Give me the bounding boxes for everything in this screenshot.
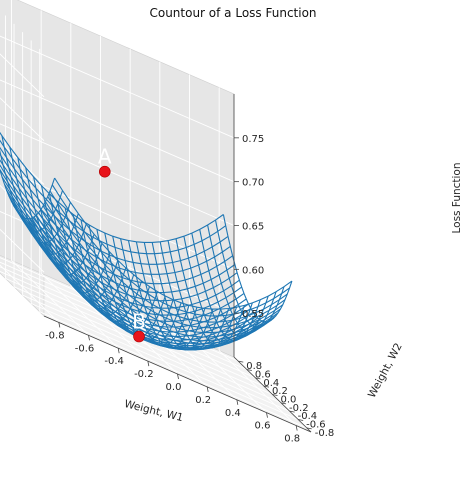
x-tick-mark [266, 412, 268, 418]
x-tick-mark [88, 335, 90, 341]
surface-line-w1 [214, 219, 285, 328]
floor-grid-line [13, 286, 282, 404]
y-axis-label: Weight, W2 [366, 341, 405, 400]
x-tick-mark [206, 386, 209, 392]
wall-grid-line [0, 35, 235, 139]
x-axis-label: Weight, W1 [123, 398, 184, 424]
z-tick-label: 0.55 [242, 309, 264, 320]
z-tick-label: 0.75 [242, 134, 264, 145]
y-tick-label: 0.8 [246, 361, 262, 372]
x-tick-label: 0.0 [166, 382, 182, 393]
y-tick-mark [263, 385, 270, 388]
surface-line-w2 [0, 139, 227, 255]
x-tick-label: 0.6 [255, 421, 271, 432]
x-tick-mark [147, 361, 150, 367]
z-tick-label: 0.70 [242, 178, 264, 189]
point-a-label: A [98, 145, 112, 169]
floor-grid-line [0, 271, 265, 387]
x-tick-label: 0.4 [225, 408, 241, 419]
x-tick-label: 0.2 [195, 395, 211, 406]
z-tick-label: 0.65 [242, 222, 264, 233]
floor-grid-line [0, 257, 239, 362]
y-tick-mark [238, 360, 244, 363]
x-tick-label: -0.2 [134, 369, 154, 380]
point-b-label: B [132, 310, 146, 334]
z-tick-label: 0.60 [242, 265, 264, 276]
x-tick-label: -0.6 [75, 343, 95, 354]
x-tick-label: 0.8 [284, 434, 300, 445]
x-tick-mark [177, 373, 179, 380]
y-tick-label: 0.4 [263, 378, 279, 389]
x-tick-mark [58, 322, 61, 328]
surface-line-w2 [0, 164, 236, 294]
floor-grid-line [39, 311, 307, 429]
x-tick-mark [295, 425, 298, 431]
y-tick-mark [280, 402, 287, 405]
x-tick-label: -0.4 [104, 356, 124, 367]
z-axis-label: Loss Function [451, 162, 463, 233]
surface-line-w1 [222, 214, 293, 323]
x-tick-mark [236, 399, 239, 405]
axes-ticks: -0.8-0.6-0.4-0.20.00.20.40.60.8-0.8-0.6-… [43, 94, 335, 445]
y-tick-label: -0.8 [315, 428, 335, 439]
y-tick-mark [306, 427, 312, 430]
y-tick-label: -0.6 [306, 420, 326, 431]
y-tick-mark [298, 419, 304, 421]
surface-wireframe [0, 131, 293, 351]
y-tick-mark [289, 410, 295, 413]
surface-line-w2 [0, 159, 233, 285]
axes-grid [0, 0, 307, 428]
surface-line-w1 [207, 224, 277, 333]
wall-grid-line [0, 211, 235, 314]
wall-grid-line [0, 79, 235, 183]
surface-line-w2 [0, 146, 229, 265]
floor-grid-line [22, 294, 290, 412]
y-tick-label: 0.6 [255, 370, 271, 381]
surface-line-w1 [191, 232, 261, 342]
y-tick-label: 0.0 [281, 395, 297, 406]
surface-points: AB [98, 145, 146, 343]
y-tick-mark [255, 377, 261, 380]
point-a-marker [98, 165, 111, 178]
x-tick-label: -0.8 [45, 330, 65, 341]
point-b-marker [133, 330, 145, 343]
floor-grid-line [0, 261, 248, 370]
y-tick-label: -0.2 [289, 403, 309, 414]
surface-line-w2 [0, 131, 224, 243]
y-tick-mark [246, 369, 252, 371]
y-tick-label: -0.4 [298, 411, 318, 422]
x-tick-mark [117, 348, 120, 354]
chart-title: Countour of a Loss Function [149, 6, 316, 20]
y-tick-mark [272, 394, 278, 396]
surface-line-w2 [0, 153, 231, 275]
y-tick-label: 0.2 [272, 386, 288, 397]
floor-grid-line [30, 303, 299, 420]
